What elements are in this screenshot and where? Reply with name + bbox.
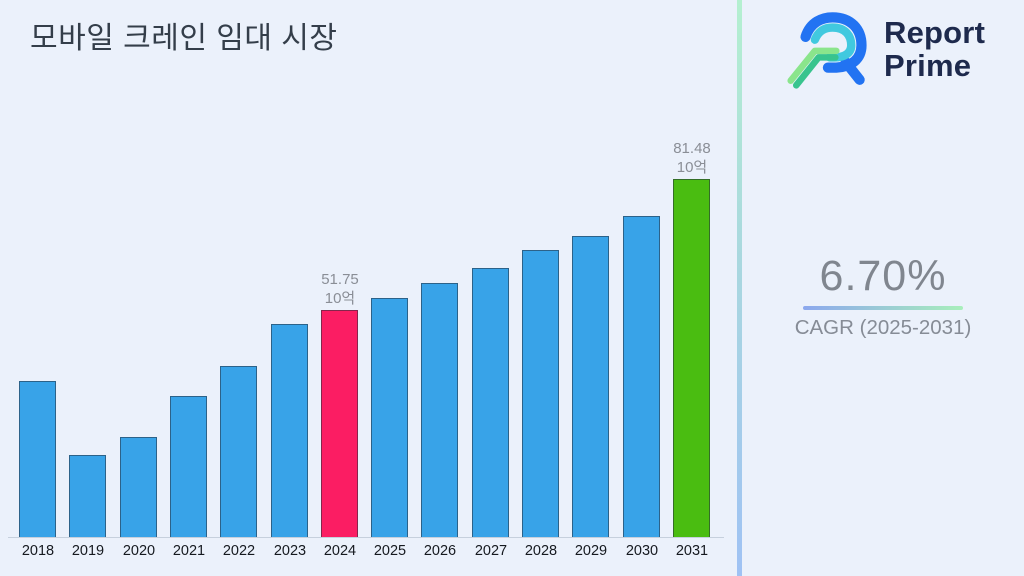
bar-2029 xyxy=(572,236,609,537)
bar-2020 xyxy=(120,437,157,537)
x-tick-2024: 2024 xyxy=(323,543,357,559)
brand-logo: Report Prime xyxy=(779,8,985,90)
bar-2022 xyxy=(220,366,257,537)
x-tick-2019: 2019 xyxy=(71,543,105,559)
bar-2023 xyxy=(271,324,308,537)
bar-2019 xyxy=(69,455,106,537)
x-tick-2027: 2027 xyxy=(474,543,508,559)
chart-title: 모바일 크레인 임대 시장 xyxy=(30,22,338,55)
bar-chart: 2018 2019 2020 2021 2022 2023 2024 51.75 10억 2025… xyxy=(8,139,737,559)
bar-value-2024: 51.75 xyxy=(321,271,359,288)
x-tick-2030: 2030 xyxy=(625,543,659,559)
bar-2031 xyxy=(673,179,710,537)
report-prime-logo-icon xyxy=(787,12,867,89)
x-tick-2022: 2022 xyxy=(222,543,256,559)
x-tick-2029: 2029 xyxy=(574,543,608,559)
x-tick-2028: 2028 xyxy=(524,543,558,559)
bar-2027 xyxy=(472,268,509,537)
bar-2026 xyxy=(421,283,458,537)
bar-unit-2031: 10억 xyxy=(676,159,708,176)
brand-name-line1: Report xyxy=(884,15,986,50)
bar-value-2031: 81.48 xyxy=(673,140,711,157)
bar-value-label-2024: 51.75 10억 xyxy=(295,270,385,308)
bar-2028 xyxy=(522,250,559,537)
bar-2025 xyxy=(371,298,408,537)
x-tick-2025: 2025 xyxy=(373,543,407,559)
brand-name: Report Prime xyxy=(884,16,985,82)
x-tick-2021: 2021 xyxy=(172,543,206,559)
bar-2018 xyxy=(19,381,56,537)
brand-name-line2: Prime xyxy=(884,48,972,83)
bar-2030 xyxy=(623,216,660,537)
bar-2024 xyxy=(321,310,358,537)
bar-value-label-2031: 81.48 10억 xyxy=(647,139,737,177)
x-tick-2020: 2020 xyxy=(122,543,156,559)
bar-unit-2024: 10억 xyxy=(324,290,356,307)
cagr-block: 6.70% CAGR (2025-2031) xyxy=(763,252,1003,340)
cagr-underline xyxy=(803,306,963,310)
x-tick-2026: 2026 xyxy=(423,543,457,559)
x-tick-2031: 2031 xyxy=(675,543,709,559)
x-tick-2018: 2018 xyxy=(21,543,55,559)
cagr-value: 6.70% xyxy=(819,252,947,300)
cagr-label: CAGR (2025-2031) xyxy=(794,316,972,339)
x-axis-line xyxy=(8,537,724,538)
vertical-divider xyxy=(737,0,742,576)
bar-2021 xyxy=(170,396,207,537)
x-tick-2023: 2023 xyxy=(273,543,307,559)
